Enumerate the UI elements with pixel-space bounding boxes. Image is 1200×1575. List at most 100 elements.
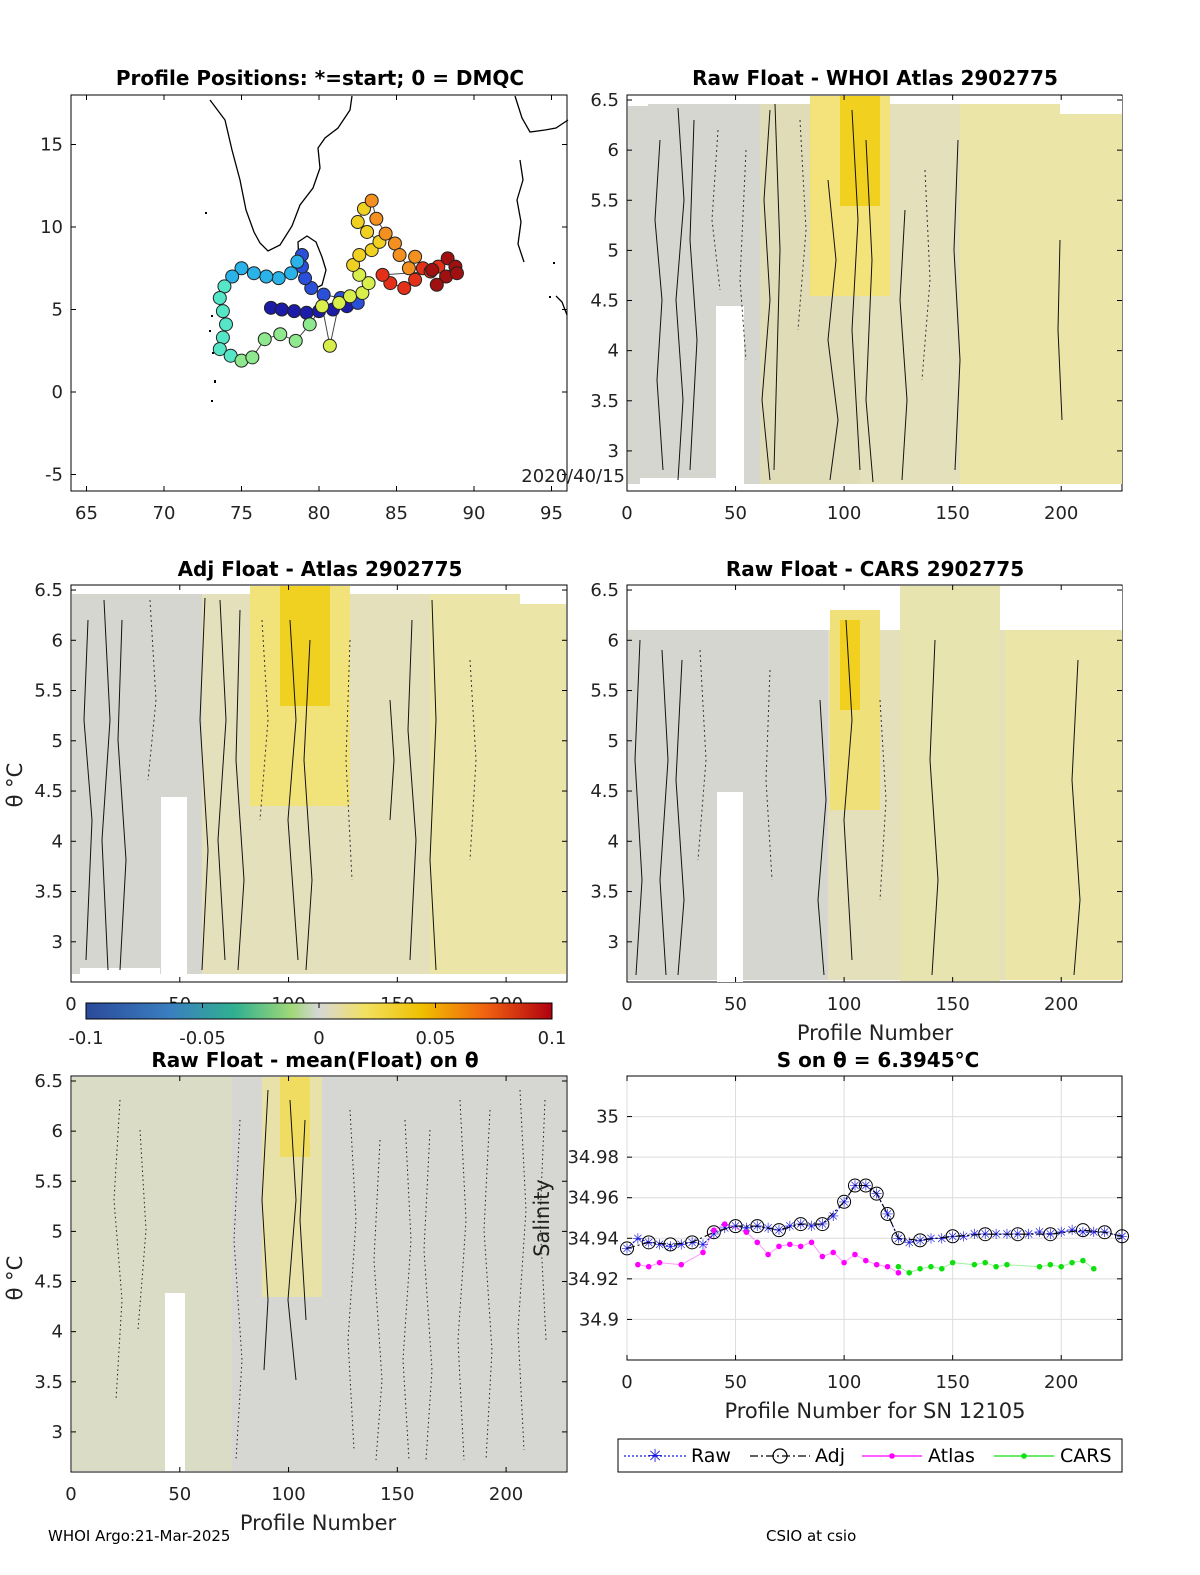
x-tick-label: 100 bbox=[827, 503, 861, 524]
panel-salinity-ticks: 0 50 100 150 200 34.9 34.92 34.94 34.96 34.98 35 bbox=[567, 1076, 1122, 1393]
profile-position-marker bbox=[425, 262, 440, 277]
y-tick-label: 5 bbox=[608, 240, 619, 261]
series-point-adj bbox=[1043, 1227, 1058, 1242]
legend-marker-raw: ✳ bbox=[647, 1446, 662, 1467]
x-tick-label: 50 bbox=[724, 1372, 747, 1393]
series-point-raw: ✳ bbox=[675, 1237, 687, 1253]
profile-position-marker bbox=[352, 248, 367, 263]
footer-left: WHOI Argo:21-Mar-2025 bbox=[48, 1527, 230, 1545]
y-tick-label: 4.5 bbox=[590, 781, 619, 802]
series-point-raw: ✳ bbox=[1044, 1227, 1056, 1243]
series-point-adj bbox=[663, 1237, 678, 1252]
panel-adj-atlas-ylabel: θ °C bbox=[3, 763, 27, 808]
y-tick-label: 34.98 bbox=[567, 1147, 619, 1168]
y-tick-label: 4 bbox=[608, 341, 619, 362]
series-point-adj bbox=[847, 1178, 862, 1193]
series-line-cars bbox=[898, 1260, 1095, 1274]
series-point-atlas bbox=[711, 1227, 717, 1233]
series-point-atlas bbox=[895, 1269, 902, 1276]
legend-item-adj: Adj bbox=[750, 1445, 845, 1467]
panel-raw-cars-field bbox=[628, 586, 1122, 982]
series-point-raw: ✳ bbox=[654, 1237, 666, 1253]
series-point-raw: ✳ bbox=[762, 1221, 774, 1237]
panel-adj-atlas-title: Adj Float - Atlas 2902775 bbox=[178, 557, 463, 581]
panel-raw-cars-ticks: 0 50 100 150 200 3 3.5 4 4.5 5 5.5 6 6.5 bbox=[590, 580, 1122, 1015]
y-tick-label: 34.94 bbox=[567, 1228, 619, 1249]
series-point-atlas bbox=[645, 1263, 652, 1270]
series-point-raw: ✳ bbox=[1116, 1229, 1128, 1245]
series-point-raw: ✳ bbox=[849, 1179, 861, 1195]
series-point-raw: ✳ bbox=[621, 1241, 633, 1257]
colorbar: -0.1 -0.05 0 0.05 0.1 bbox=[68, 1002, 566, 1049]
profile-position-marker bbox=[343, 289, 357, 304]
series-point-atlas bbox=[700, 1249, 706, 1256]
profile-position-marker bbox=[360, 224, 375, 239]
legend-label-atlas: Atlas bbox=[928, 1445, 975, 1467]
y-tick-label: 4 bbox=[52, 831, 63, 852]
profile-position-marker bbox=[304, 281, 319, 296]
panel-raw-mean: Raw Float - mean(Float) on θ 0 50 100 150 20… bbox=[3, 1048, 568, 1535]
series-point-adj bbox=[685, 1235, 700, 1250]
profile-position-marker bbox=[397, 281, 412, 296]
panel-raw-mean-title: Raw Float - mean(Float) on θ bbox=[151, 1048, 478, 1072]
profile-position-marker bbox=[352, 267, 367, 282]
y-tick-label: 5.5 bbox=[34, 1171, 63, 1192]
series-point-cars bbox=[939, 1265, 945, 1272]
series-point-cars bbox=[1090, 1265, 1097, 1272]
series-point-cars bbox=[982, 1259, 989, 1266]
map-panel: Profile Positions: *=start; 0 = DMQC 65 7… bbox=[40, 66, 625, 524]
series-point-atlas bbox=[721, 1221, 728, 1227]
series-point-adj bbox=[815, 1217, 830, 1232]
panel-raw-cars: Raw Float - CARS 2902775 0 50 100 150 200 bbox=[590, 557, 1123, 1045]
series-point-cars bbox=[1047, 1261, 1054, 1268]
profile-position-marker bbox=[212, 290, 227, 305]
y-tick-label: 3.5 bbox=[34, 1372, 63, 1393]
legend-item-raw: ✳ Raw bbox=[624, 1445, 731, 1467]
profile-position-marker bbox=[378, 226, 393, 241]
y-tick-label: 3.5 bbox=[590, 391, 619, 412]
y-tick-label: 3.5 bbox=[590, 882, 619, 903]
series-point-cars bbox=[1036, 1263, 1043, 1270]
series-point-atlas bbox=[873, 1261, 880, 1268]
y-tick-label: 3.5 bbox=[34, 882, 63, 903]
profile-position-marker bbox=[401, 261, 416, 276]
y-tick-label: 5.5 bbox=[34, 681, 63, 702]
y-tick-label: 6 bbox=[608, 630, 619, 651]
profile-position-marker bbox=[273, 327, 288, 342]
series-point-atlas bbox=[841, 1259, 847, 1266]
series-point-adj bbox=[880, 1206, 895, 1221]
map-axis-ticks: 65 70 75 80 85 90 95 -5 0 5 10 15 bbox=[40, 95, 567, 524]
x-tick-label: 0 bbox=[65, 994, 76, 1015]
profile-position-marker bbox=[346, 257, 361, 272]
x-tick-label: 150 bbox=[935, 994, 969, 1015]
y-tick-label: 6.5 bbox=[590, 90, 619, 111]
x-tick-label: 90 bbox=[463, 503, 486, 524]
series-point-raw: ✳ bbox=[947, 1229, 959, 1245]
panel-salinity-grid bbox=[626, 1076, 1122, 1360]
legend-marker-atlas bbox=[889, 1453, 895, 1459]
profile-position-marker bbox=[322, 338, 337, 353]
profile-position-marker bbox=[316, 287, 331, 302]
y-tick-label: 4.5 bbox=[34, 781, 63, 802]
series-point-raw: ✳ bbox=[697, 1237, 709, 1253]
y-tick-label: 5 bbox=[52, 731, 63, 752]
x-tick-label: 200 bbox=[1044, 503, 1078, 524]
x-tick-label: 95 bbox=[540, 503, 563, 524]
y-tick-label: 3 bbox=[52, 932, 63, 953]
series-point-raw: ✳ bbox=[665, 1239, 677, 1255]
x-tick-label: 85 bbox=[385, 503, 408, 524]
series-point-adj bbox=[945, 1229, 960, 1244]
series-point-atlas bbox=[656, 1259, 663, 1266]
series-point-adj bbox=[1075, 1223, 1090, 1238]
profile-position-marker bbox=[245, 350, 260, 365]
profile-position-marker bbox=[408, 249, 423, 264]
series-point-atlas bbox=[884, 1263, 891, 1270]
series-point-adj bbox=[620, 1241, 634, 1256]
profile-position-marker bbox=[364, 193, 379, 208]
y-tick-label: 5 bbox=[52, 300, 63, 321]
profile-position-marker bbox=[361, 276, 376, 291]
series-point-raw: ✳ bbox=[1012, 1227, 1024, 1243]
series-point-raw: ✳ bbox=[741, 1221, 753, 1237]
series-point-raw: ✳ bbox=[990, 1227, 1002, 1243]
